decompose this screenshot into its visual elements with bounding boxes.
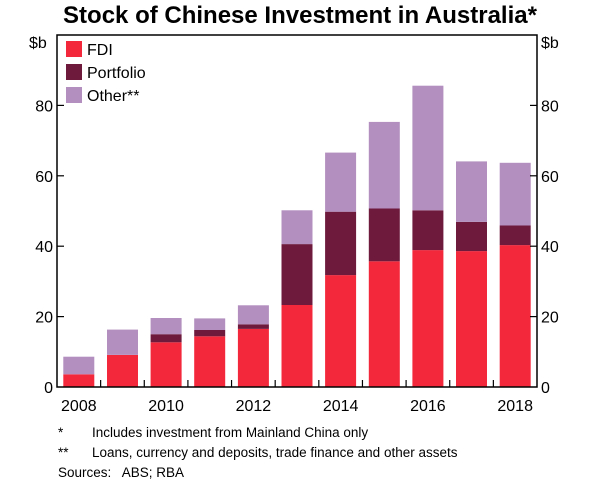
bar-other-2010 [150, 318, 182, 335]
legend-label-fdi: FDI [87, 42, 113, 59]
bar-fdi-2011 [194, 336, 226, 387]
bar-fdi-2014 [325, 275, 357, 387]
x-tick-label-2008: 2008 [61, 398, 97, 415]
bar-fdi-2018 [499, 245, 531, 387]
bar-portfolio-2014 [325, 211, 357, 276]
bar-portfolio-2017 [456, 221, 487, 252]
bar-fdi-2009 [107, 355, 138, 387]
legend-swatch-other [66, 87, 82, 103]
y-axis-unit-right: $b [541, 35, 559, 52]
y-axis-unit-left: $b [29, 35, 47, 52]
y-tick-label-left-60: 60 [35, 169, 53, 186]
y-tick-label-left-0: 0 [44, 380, 53, 397]
bar-other-2008 [63, 356, 95, 375]
y-tick-label-left-40: 40 [35, 239, 53, 256]
footnote-1-mark: * [58, 425, 64, 440]
bar-other-2016 [412, 85, 444, 211]
legend-swatch-fdi [66, 41, 82, 57]
bar-other-2014 [325, 152, 357, 212]
bar-portfolio-2011 [194, 330, 226, 337]
chart-title: Stock of Chinese Investment in Australia… [63, 2, 537, 29]
bar-fdi-2017 [456, 251, 487, 387]
y-tick-label-right-0: 0 [541, 380, 550, 397]
bar-fdi-2010 [150, 342, 182, 387]
x-tick-label-2018: 2018 [497, 398, 533, 415]
plot-frame [56, 34, 538, 388]
x-tick-label-2014: 2014 [323, 398, 359, 415]
bar-fdi-2015 [368, 261, 400, 387]
bar-portfolio-2013 [281, 244, 313, 305]
bar-other-2017 [456, 161, 487, 222]
axis-ticks: 0 0 20 20 40 40 60 60 80 80 2008 2010 2012 2014 2016 20… [35, 98, 559, 415]
legend-label-portfolio: Portfolio [87, 65, 146, 82]
bar-other-2012 [237, 305, 269, 325]
bar-fdi-2012 [237, 328, 269, 387]
x-tick-label-2012: 2012 [236, 398, 272, 415]
y-tick-label-right-80: 80 [541, 98, 559, 115]
bar-fdi-2013 [281, 305, 313, 387]
legend-swatch-portfolio [66, 64, 82, 80]
bar-fdi-2008 [63, 374, 95, 387]
y-tick-label-left-80: 80 [35, 98, 53, 115]
bar-fdi-2016 [412, 250, 444, 387]
sources: Sources: ABS; RBA [58, 465, 185, 480]
footnote-1: * Includes investment from Mainland China… [58, 425, 368, 440]
bar-portfolio-2018 [499, 225, 531, 246]
bar-other-2009 [107, 329, 138, 355]
bar-portfolio-2016 [412, 210, 444, 251]
bar-other-2011 [194, 318, 226, 330]
bar-other-2013 [281, 210, 313, 245]
y-tick-label-right-20: 20 [541, 310, 559, 327]
legend-label-other: Other** [87, 88, 139, 105]
x-tick-label-2010: 2010 [148, 398, 184, 415]
footnote-2-mark: ** [58, 445, 69, 460]
bar-other-2018 [499, 162, 531, 226]
y-tick-label-right-60: 60 [541, 169, 559, 186]
legend: FDI Portfolio Other** [66, 41, 146, 105]
x-tick-label-2016: 2016 [410, 398, 446, 415]
y-tick-label-left-20: 20 [35, 310, 53, 327]
footnote-1-text: Includes investment from Mainland China … [92, 425, 369, 440]
y-tick-label-right-40: 40 [541, 239, 559, 256]
footnote-2: ** Loans, currency and deposits, trade fi… [58, 445, 457, 460]
bars-group [63, 85, 531, 387]
bar-portfolio-2010 [150, 334, 182, 343]
bar-portfolio-2015 [368, 208, 400, 262]
bar-other-2015 [368, 121, 400, 209]
bar-portfolio-2012 [237, 324, 269, 329]
footnote-2-text: Loans, currency and deposits, trade fina… [92, 445, 458, 460]
